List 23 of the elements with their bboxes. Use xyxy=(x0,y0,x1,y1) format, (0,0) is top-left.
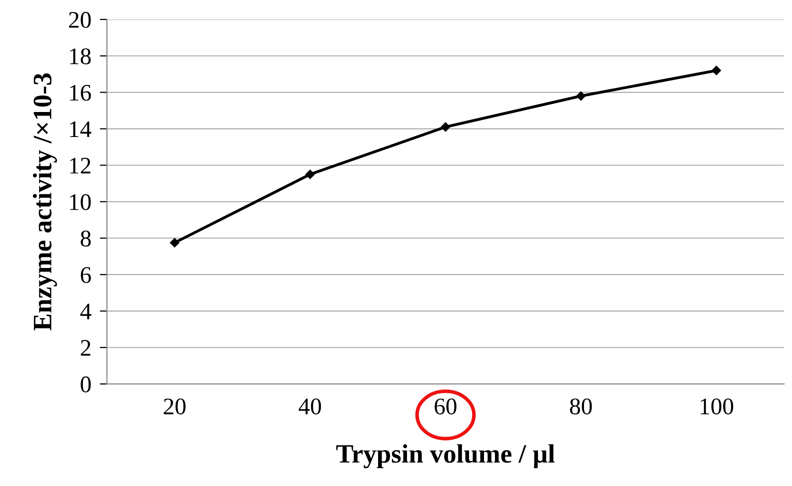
x-axis-title: Trypsin volume / µl xyxy=(336,444,555,468)
point xyxy=(170,238,180,248)
x-tick-label: 80 xyxy=(570,398,592,414)
y-axis-title: Enzyme activity /×10-3 xyxy=(32,73,57,330)
y-tick-label: 2 xyxy=(80,340,90,356)
y-tick-label: 4 xyxy=(80,304,92,320)
y-tick-label: 16 xyxy=(70,84,91,101)
x-tick-label: 20 xyxy=(164,398,186,414)
y-tick-label: 8 xyxy=(80,230,91,247)
y-tick-label: 12 xyxy=(70,158,90,174)
y-tick-label: 18 xyxy=(70,48,91,64)
x-tick-label: 40 xyxy=(298,398,321,414)
y-tick-label: 14 xyxy=(70,121,92,137)
y-tick-label: 0 xyxy=(80,376,91,392)
y-tick-label: 20 xyxy=(69,12,91,28)
point xyxy=(305,170,315,179)
x-tick-label: 60 xyxy=(434,398,456,414)
point xyxy=(712,66,721,76)
point xyxy=(576,91,586,101)
x-tick-label: 100 xyxy=(700,398,734,414)
y-tick-label: 10 xyxy=(70,194,91,210)
point xyxy=(440,122,450,132)
y-tick-label: 6 xyxy=(80,267,91,284)
